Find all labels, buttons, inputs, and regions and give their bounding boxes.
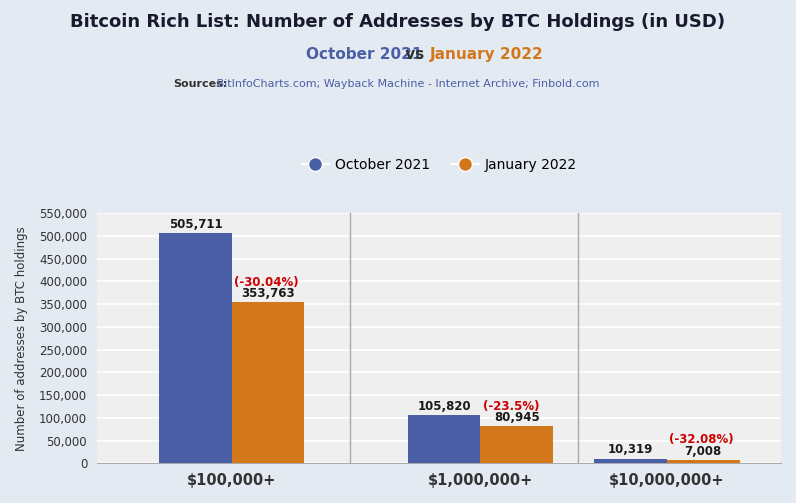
- Text: 7,008: 7,008: [685, 445, 722, 458]
- Text: 80,945: 80,945: [494, 411, 540, 424]
- Text: 353,763: 353,763: [241, 287, 295, 300]
- Y-axis label: Number of addresses by BTC holdings: Number of addresses by BTC holdings: [15, 226, 28, 451]
- Text: BitInfoCharts.com; Wayback Machine - Internet Archive; Finbold.com: BitInfoCharts.com; Wayback Machine - Int…: [213, 79, 599, 89]
- Text: (-23.5%): (-23.5%): [482, 400, 539, 413]
- Text: 10,319: 10,319: [608, 443, 654, 456]
- Text: vs: vs: [400, 47, 430, 62]
- Bar: [159, 233, 232, 463]
- Bar: [408, 415, 481, 463]
- Bar: [595, 459, 667, 463]
- Bar: [481, 427, 553, 463]
- Bar: [667, 460, 739, 463]
- Text: October 2021: October 2021: [306, 47, 423, 62]
- Text: Bitcoin Rich List: Number of Addresses by BTC Holdings (in USD): Bitcoin Rich List: Number of Addresses b…: [70, 13, 726, 31]
- Text: 505,711: 505,711: [169, 218, 222, 231]
- Text: January 2022: January 2022: [430, 47, 544, 62]
- Legend: October 2021, January 2022: October 2021, January 2022: [296, 153, 582, 178]
- Text: (-32.08%): (-32.08%): [669, 434, 734, 447]
- Bar: [232, 302, 304, 463]
- Text: Sources:: Sources:: [174, 79, 228, 89]
- Text: 105,820: 105,820: [417, 400, 471, 413]
- Text: (-30.04%): (-30.04%): [234, 276, 298, 289]
